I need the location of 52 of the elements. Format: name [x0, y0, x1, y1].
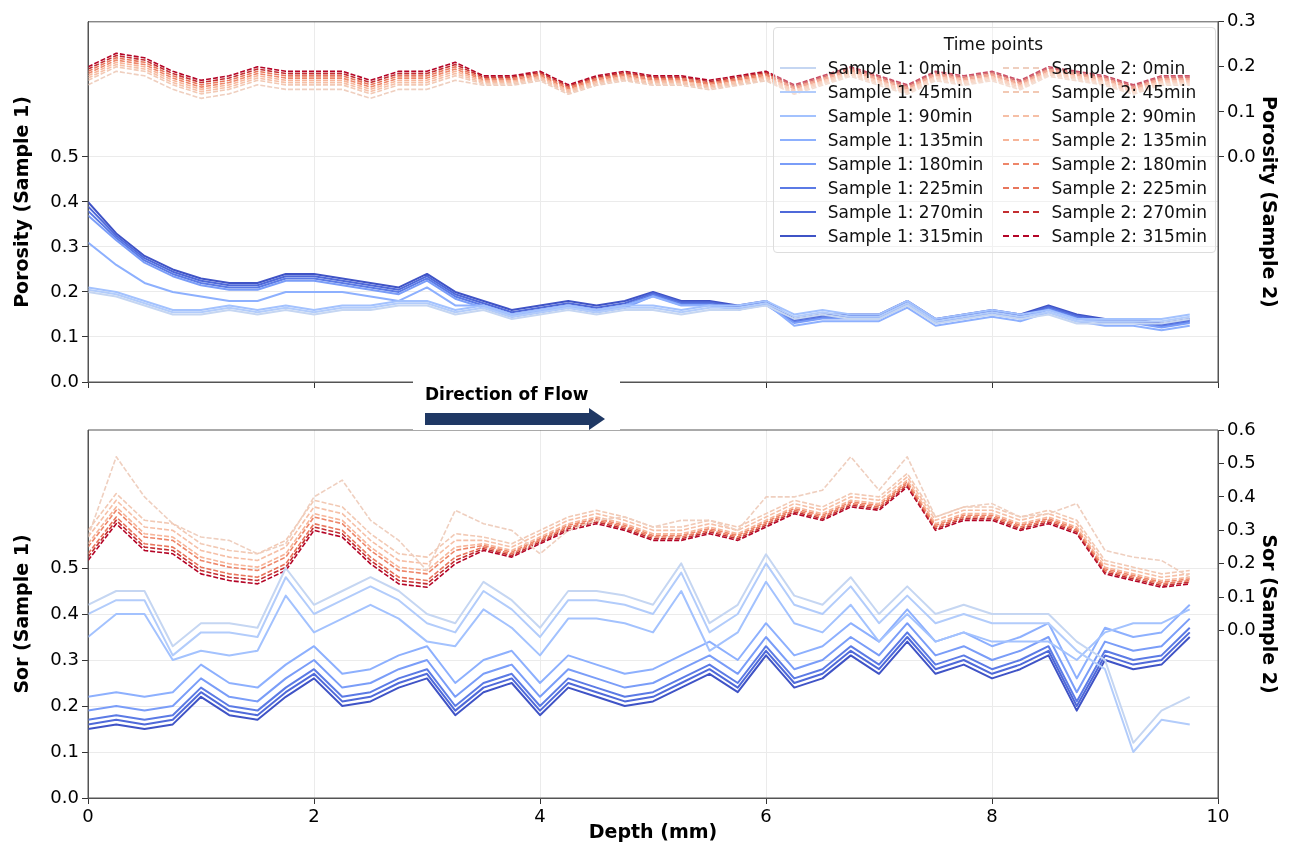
y-tick-label: 0.5: [50, 555, 79, 577]
x-tick-label: 2: [308, 805, 320, 827]
y-tick-label: 0.3: [50, 647, 79, 669]
x-axis-title: Depth (mm): [588, 819, 718, 842]
legend-label: Sample 2: 0min: [1051, 58, 1186, 78]
y2-tick-label: 0.6: [1227, 417, 1256, 439]
legend-label: Sample 2: 270min: [1051, 202, 1207, 222]
y2-tick-label: 0.2: [1227, 54, 1256, 76]
text: Direction of Flow: [425, 384, 589, 404]
y-axis-title: Sor (Sample 1): [10, 534, 33, 694]
legend-label: Sample 1: 45min: [827, 82, 973, 102]
y-tick-label: 0.5: [50, 144, 79, 166]
y-tick-label: 0.2: [50, 279, 79, 301]
y2-tick-label: 0.3: [1227, 518, 1256, 540]
y-tick-label: 0.4: [50, 189, 79, 211]
legend-label: Sample 1: 225min: [827, 178, 984, 198]
y-tick-label: 0.3: [50, 234, 79, 256]
y2-axis-title: Porosity (Sample 2): [1258, 95, 1281, 308]
legend-label: Sample 1: 135min: [827, 130, 984, 150]
x-tick-label: 10: [1206, 805, 1230, 827]
legend-label: Sample 1: 90min: [827, 106, 973, 126]
legend-label: Sample 1: 0min: [827, 58, 962, 78]
legend-label: Sample 2: 45min: [1051, 82, 1197, 102]
x-tick-label: 8: [986, 805, 998, 827]
y2-tick-label: 0.3: [1227, 9, 1256, 31]
legend-label: Sample 2: 90min: [1051, 106, 1197, 126]
y-tick-label: 0.4: [50, 601, 79, 623]
legend-title: Time points: [942, 33, 1044, 56]
legend-label: Sample 1: 315min: [827, 226, 984, 246]
y-tick-label: 0.0: [50, 369, 79, 391]
y-tick-label: 0.2: [50, 693, 79, 715]
y-tick-label: 0.0: [50, 785, 79, 807]
x-tick-label: 0: [82, 805, 94, 827]
y2-tick-label: 0.5: [1227, 451, 1256, 473]
y-axis-title: Porosity (Sample 1): [10, 95, 33, 308]
legend-label: Sample 1: 270min: [827, 202, 984, 222]
x-tick-label: 4: [534, 805, 546, 827]
y-tick-label: 0.1: [50, 739, 79, 761]
y2-tick-label: 0.0: [1227, 144, 1256, 166]
y-tick-label: 0.1: [50, 324, 79, 346]
legend-label: Sample 2: 315min: [1051, 226, 1207, 246]
legend-label: Sample 2: 135min: [1051, 130, 1207, 150]
y2-tick-label: 0.2: [1227, 551, 1256, 573]
y2-tick-label: 0.1: [1227, 584, 1256, 606]
y2-tick-label: 0.0: [1227, 618, 1256, 640]
y2-tick-label: 0.4: [1227, 484, 1256, 506]
legend-label: Sample 2: 225min: [1051, 178, 1207, 198]
legend-label: Sample 1: 180min: [827, 154, 984, 174]
y2-tick-label: 0.1: [1227, 99, 1256, 121]
y2-axis-title: Sor (Sample 2): [1258, 534, 1281, 694]
legend-label: Sample 2: 180min: [1051, 154, 1207, 174]
x-tick-label: 6: [760, 805, 772, 827]
